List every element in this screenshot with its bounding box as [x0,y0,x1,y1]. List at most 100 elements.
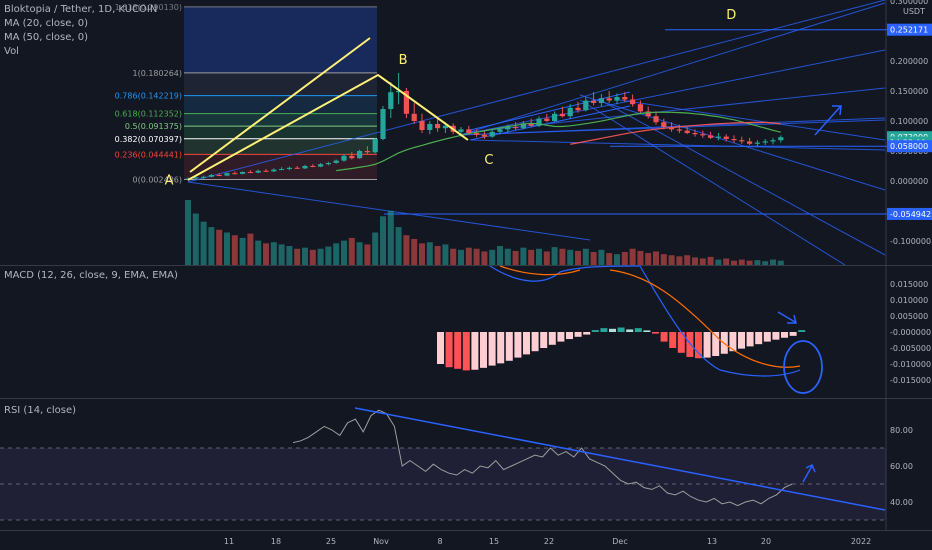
candle-body [692,133,698,135]
volume-bar [598,249,605,265]
volume-bar [255,240,262,265]
trend-line [599,99,886,256]
price-badge-text: 0.058000 [890,142,928,151]
candle-body [520,123,526,129]
macd-histogram-bar [600,328,608,332]
macd-histogram-bar [626,329,634,332]
fib-zone [184,72,377,96]
candle-body [778,137,784,141]
volume-bar [419,243,425,265]
time-tick: 25 [326,537,336,546]
macd-histogram-bar [703,332,711,358]
volume-bar [302,247,308,265]
volume-bar [278,244,285,265]
point-label-c: C [484,153,493,168]
volume-bar [426,242,433,265]
trend-line [459,2,886,136]
macd-histogram-bar [548,332,556,345]
time-tick: Dec [612,537,627,546]
price-badge-text: -0.054942 [890,210,931,219]
volume-bar [372,232,379,265]
candle-body [754,142,760,144]
macd-histogram-bar [462,332,470,371]
volume-bar [239,237,246,265]
trend-line [469,139,886,151]
candle-body [598,98,604,103]
macd-histogram-bar [617,327,625,332]
macd-title: MACD (12, 26, close, 9, EMA, EMA) [4,270,178,281]
candle-body [575,107,581,111]
candle-body [435,124,441,129]
macd-histogram-bar [609,328,616,332]
macd-histogram-bar [505,332,513,361]
volume-bar [762,261,769,265]
candle-body [318,164,324,167]
time-tick: 18 [271,537,281,546]
fib-label: 0.786(0.142219) [115,92,182,101]
point-label-a: A [165,174,174,189]
candle-body [739,140,745,142]
volume-bar [715,259,722,265]
candle-body [474,133,480,135]
macd-histogram-bar [583,332,591,335]
channel-bottom [469,105,631,141]
volume-bar [629,248,636,265]
fib-label: 0(0.002486) [132,176,182,185]
volume-bar [270,242,277,265]
volume-bar [489,249,496,265]
candle-body [497,129,503,132]
time-tick: 15 [489,537,499,546]
candle-body [396,91,402,93]
volume-bar [473,248,480,265]
macd-line [489,265,801,377]
price-badge [887,23,932,36]
candle-body [208,175,214,177]
price-tick: 0.150000 [890,87,928,96]
volume-bar [614,254,620,265]
candle-body [357,151,363,159]
candle-body [341,155,347,161]
candle-body [224,173,230,176]
macd-histogram-bar [437,332,444,364]
abc-pattern [187,73,469,181]
volume-bar [731,260,737,265]
volume-bar [660,254,667,265]
candle-body [263,170,269,172]
volume-bar [434,246,441,265]
macd-histogram-bar [634,328,642,332]
arrow-down-icon [777,311,797,324]
macd-histogram-bar [540,332,548,348]
fib-zone [184,6,377,73]
volume-bar [403,235,410,265]
candle-body [364,151,370,153]
volume-bar [185,200,191,265]
volume-bar [294,248,301,265]
volume-bar [200,221,207,265]
candle-body [240,172,246,174]
macd-histogram-bar [591,330,599,332]
volume-bar [325,246,332,265]
candle-body [567,107,573,117]
volume-bar [543,251,550,265]
volume-bar [309,249,316,265]
macd-histogram-bar [660,332,668,342]
candle-body [723,136,729,139]
volume-bar [231,235,238,265]
time-tick: Nov [373,537,389,546]
macd-histogram-bar [686,332,694,357]
candle-body [622,97,628,100]
candle-body [489,131,495,137]
macd-histogram-bar [729,332,737,352]
macd-histogram-bar [755,332,763,345]
volume-bar [754,260,761,265]
volume-bar [777,260,784,265]
candle-body [310,166,316,167]
macd-histogram-bar [566,332,573,340]
projection-line [189,37,371,173]
volume-bar [216,229,223,265]
time-tick: 22 [544,537,554,546]
fib-label: 0.618(0.112352) [115,110,182,119]
ma20-legend: MA (20, close, 0) [4,18,89,29]
candle-body [255,170,261,173]
